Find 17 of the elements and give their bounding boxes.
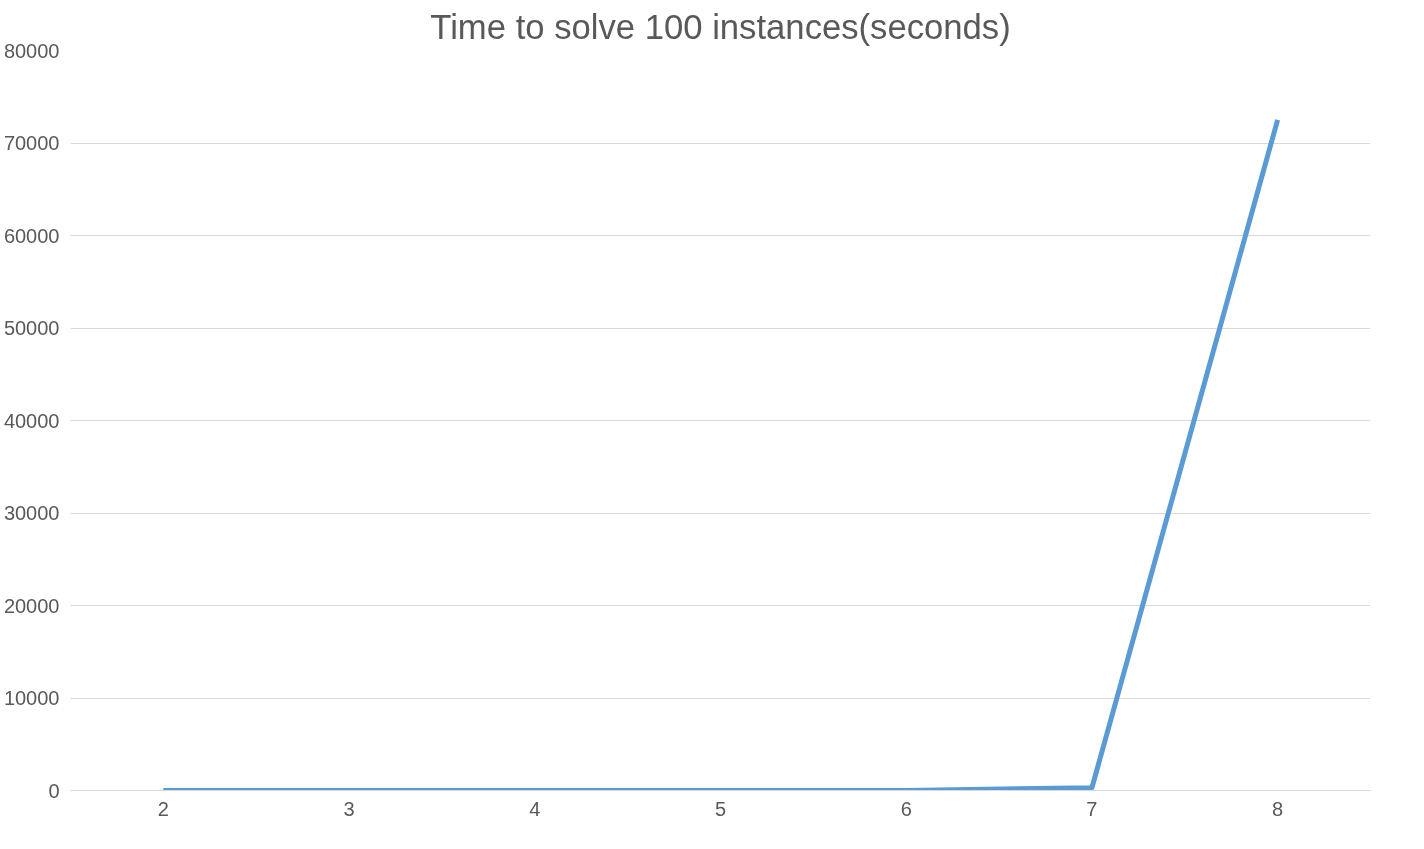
y-tick-label: 50000 xyxy=(3,317,60,339)
x-tick-label: 5 xyxy=(714,797,727,820)
y-tick-label: 20000 xyxy=(3,594,60,617)
chart-title: Time to solve 100 instances(seconds) xyxy=(430,7,1011,46)
y-tick-label: 30000 xyxy=(3,502,60,524)
x-tick-label: 7 xyxy=(1086,797,1098,820)
x-tick-label: 4 xyxy=(529,797,541,820)
x-tick-label: 2 xyxy=(157,797,169,820)
y-tick-label: 10000 xyxy=(3,687,60,709)
y-tick-label: 80000 xyxy=(3,39,60,62)
y-tick-label: 40000 xyxy=(3,409,60,432)
y-tick-label: 70000 xyxy=(3,132,60,154)
y-tick-label: 60000 xyxy=(3,224,60,247)
x-tick-label: 3 xyxy=(343,797,355,820)
y-tick-label: 0 xyxy=(48,779,60,802)
x-tick-label: 6 xyxy=(900,797,912,820)
x-tick-label: 8 xyxy=(1272,797,1284,820)
